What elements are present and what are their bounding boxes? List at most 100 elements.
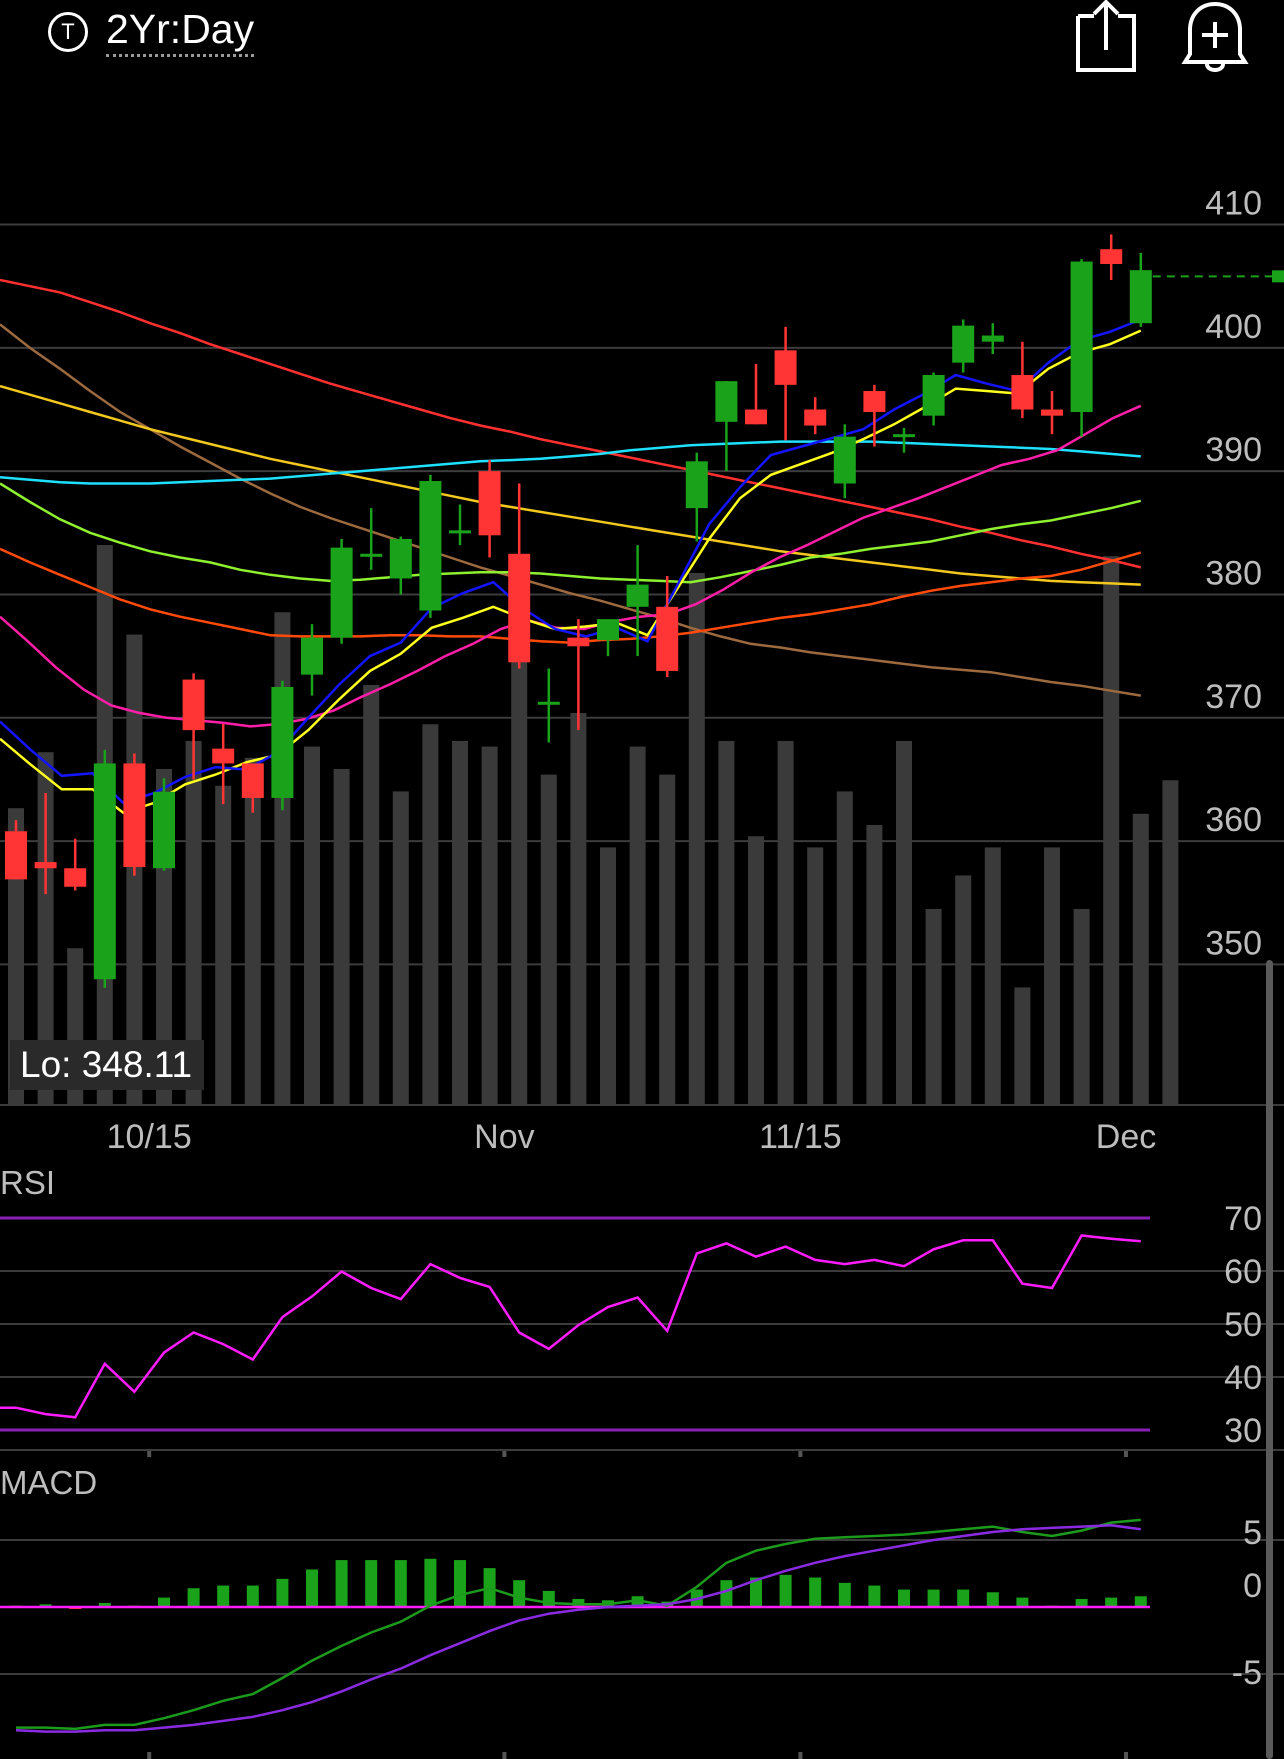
volume-bar [1162, 780, 1179, 1105]
volume-bars [8, 545, 1179, 1105]
thinkorswim-logo-icon: T [48, 12, 88, 52]
candle-body [478, 471, 501, 536]
macd-histogram-bar [98, 1602, 111, 1607]
candle-body [34, 862, 57, 869]
time-range-selector[interactable]: 2Yr:Day [106, 6, 255, 57]
candle-body [804, 409, 827, 426]
volume-bar [600, 847, 616, 1105]
volume-bar [452, 741, 468, 1105]
macd-histogram-bar [1075, 1598, 1088, 1607]
candle-body [212, 748, 235, 764]
macd-histogram-bar [1134, 1596, 1147, 1607]
volume-bar [659, 774, 676, 1105]
candle-body [656, 606, 679, 671]
last-price-marker [1272, 270, 1284, 283]
scrollbar[interactable] [1266, 960, 1273, 1759]
macd-histogram-bar [631, 1596, 644, 1607]
moving-average-line [0, 278, 1142, 569]
candle-body [1070, 261, 1093, 412]
price-tick-label: 350 [1205, 924, 1262, 962]
volume-bar [925, 909, 942, 1105]
candle-body [241, 763, 264, 798]
volume-bar [363, 685, 380, 1105]
candle-body [774, 350, 797, 385]
volume-bar [896, 741, 912, 1105]
macd-histogram-bar [986, 1592, 999, 1607]
date-tick-label: Nov [474, 1118, 534, 1156]
volume-bar [1132, 813, 1149, 1105]
candle-body [93, 763, 116, 980]
volume-bar [1073, 909, 1090, 1105]
date-tick-label: 10/15 [107, 1118, 192, 1156]
candle-body [952, 325, 975, 363]
volume-bar [392, 791, 409, 1105]
candle-body [833, 436, 856, 484]
macd-histogram-bar [394, 1560, 407, 1607]
rsi-line [0, 1234, 1141, 1419]
candle-body [508, 553, 531, 663]
macd-histogram-bar [542, 1590, 555, 1607]
macd-title: MACD [0, 1464, 97, 1501]
share-button[interactable] [1062, 0, 1152, 80]
rsi-panel: RSI 70 60 50 40 30 [0, 1164, 1284, 1451]
macd-histogram-bar [898, 1589, 910, 1607]
signal-line [15, 1524, 1141, 1733]
volume-bar [984, 847, 1001, 1105]
moving-average-line [0, 440, 1141, 485]
candle-body [1041, 409, 1063, 416]
rsi-title: RSI [0, 1164, 55, 1201]
chart-header: T 2Yr:Day [0, 0, 1284, 100]
share-icon [1076, 0, 1136, 72]
volume-bar [185, 741, 202, 1105]
candle-body [981, 335, 1004, 342]
macd-histogram-bar [39, 1604, 52, 1607]
candle-body [449, 530, 471, 534]
macd-histogram-bar [572, 1598, 585, 1607]
macd-histogram-bar [957, 1589, 970, 1607]
price-tick-label: 370 [1205, 678, 1262, 716]
volume-bar [748, 836, 764, 1105]
rsi-tick-label: 60 [1224, 1253, 1262, 1291]
volume-bar [718, 741, 735, 1105]
macd-histogram-bar [720, 1580, 733, 1607]
moving-average-line [0, 323, 1142, 697]
add-alert-button[interactable] [1170, 0, 1260, 80]
volume-bar [836, 791, 853, 1105]
low-label-background [10, 1040, 204, 1090]
price-tick-label: 380 [1205, 554, 1262, 592]
moving-average-line [0, 384, 1141, 586]
candle-body [419, 481, 442, 611]
candle-body [893, 434, 915, 438]
macd-histogram-bar [217, 1585, 230, 1607]
candle-body [745, 409, 767, 425]
macd-histogram-bar [424, 1558, 437, 1607]
candle-body [1011, 374, 1034, 410]
candle-body [301, 637, 323, 675]
volume-bar [1044, 847, 1060, 1105]
low-label-text: Lo: 348.11 [20, 1044, 192, 1085]
rsi-tick-label: 30 [1224, 1412, 1262, 1450]
macd-histogram-bar [187, 1588, 200, 1607]
macd-histogram-bar [838, 1582, 851, 1607]
moving-average-line [0, 404, 1142, 728]
candle-body [1100, 249, 1123, 265]
volume-bar [807, 847, 824, 1105]
candle-body [626, 584, 649, 607]
candle-body [64, 868, 87, 887]
date-tick-label: Dec [1096, 1118, 1156, 1156]
macd-histogram-bar [927, 1589, 940, 1607]
candle-body [537, 701, 560, 705]
macd-tick-label: 5 [1243, 1514, 1262, 1552]
volume-bar [1014, 987, 1031, 1105]
candle-body [153, 791, 175, 869]
macd-histogram-bar [365, 1560, 378, 1607]
moving-averages [0, 278, 1142, 815]
macd-histogram-bar [246, 1585, 259, 1607]
candle-body [922, 374, 945, 416]
macd-histogram-bar [306, 1569, 318, 1607]
volume-bar [1103, 556, 1120, 1105]
candle-body [567, 637, 590, 647]
volume-bar [629, 746, 646, 1105]
macd-histogram-bar [750, 1577, 762, 1607]
